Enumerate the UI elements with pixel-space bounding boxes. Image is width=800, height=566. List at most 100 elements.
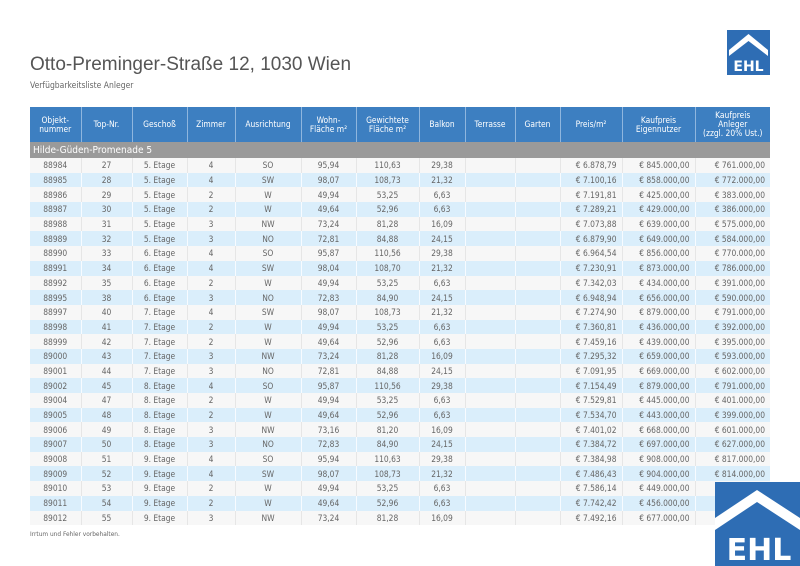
cell-preis-m2: € 7.459,16 [559,334,622,349]
cell-objekt-nummer: 88992 [30,275,81,291]
cell-geschoss: 6. Etage [131,290,187,305]
cell-top-nr: 54 [80,495,132,511]
cell-gewichtete-flaeche: 108,73 [355,466,419,482]
cell-objekt-nummer: 88999 [30,334,81,349]
cell-balkon: 16,09 [418,422,465,438]
table-row: 88999 42 7. Etage 2 W 49,64 52,96 6,63 € 7.459,1… [30,334,770,349]
cell-geschoss: 8. Etage [131,393,187,408]
cell-garten [514,187,560,203]
cell-kaufpreis-eigennutzer: € 436.000,00 [621,319,695,335]
cell-kaufpreis-eigennutzer: € 873.000,00 [621,260,695,276]
cell-gewichtete-flaeche: 108,73 [355,172,419,188]
table-row: 88989 32 5. Etage 3 NO 72,81 84,88 24,15 € 6.879… [30,231,770,247]
cell-zimmer: 2 [186,334,235,349]
cell-balkon: 29,38 [418,378,465,393]
cell-objekt-nummer: 88989 [30,231,81,247]
cell-garten [514,158,560,173]
cell-garten [514,378,560,393]
cell-geschoss: 7. Etage [131,319,187,335]
cell-zimmer: 3 [186,290,235,305]
cell-gewichtete-flaeche: 84,88 [355,231,419,247]
column-header: Top-Nr. [80,107,132,142]
cell-wohnflaeche: 95,87 [300,378,356,393]
cell-terrasse [464,393,515,408]
cell-ausrichtung: SO [234,246,301,261]
cell-terrasse [464,172,515,188]
cell-objekt-nummer: 88986 [30,187,81,203]
cell-kaufpreis-eigennutzer: € 697.000,00 [621,437,695,452]
cell-terrasse [464,510,515,526]
table-row: 89009 52 9. Etage 4 SW 98,07 108,73 21,32 € 7.48… [30,466,770,482]
cell-kaufpreis-anleger: € 395.000,00 [694,334,770,349]
column-header: Terrasse [464,107,515,142]
cell-kaufpreis-anleger: € 627.000,00 [694,437,770,452]
cell-wohnflaeche: 49,64 [300,495,356,511]
cell-geschoss: 8. Etage [131,437,187,452]
cell-wohnflaeche: 49,94 [300,275,356,291]
column-header: Wohn- Fläche m² [300,107,356,142]
cell-objekt-nummer: 88997 [30,304,81,320]
cell-balkon: 16,09 [418,348,465,364]
cell-balkon: 6,63 [418,202,465,217]
cell-top-nr: 41 [80,319,132,335]
cell-balkon: 24,15 [418,290,465,305]
cell-balkon: 6,63 [418,275,465,291]
cell-terrasse [464,260,515,276]
cell-gewichtete-flaeche: 53,25 [355,187,419,203]
cell-gewichtete-flaeche: 108,70 [355,260,419,276]
cell-ausrichtung: NW [234,510,301,526]
cell-kaufpreis-anleger: € 401.000,00 [694,393,770,408]
cell-terrasse [464,187,515,203]
cell-gewichtete-flaeche: 53,25 [355,275,419,291]
cell-top-nr: 34 [80,260,132,276]
cell-preis-m2: € 7.534,70 [559,407,622,423]
column-header: Kaufpreis Eigennutzer [621,107,695,142]
cell-objekt-nummer: 89002 [30,378,81,393]
cell-garten [514,260,560,276]
cell-kaufpreis-anleger: € 772.000,00 [694,172,770,188]
cell-garten [514,290,560,305]
cell-ausrichtung: NO [234,437,301,452]
cell-terrasse [464,216,515,232]
column-header: Kaufpreis Anleger (zzgl. 20% Ust.) [694,107,770,142]
cell-gewichtete-flaeche: 110,56 [355,378,419,393]
cell-balkon: 16,09 [418,510,465,526]
cell-gewichtete-flaeche: 110,63 [355,451,419,467]
cell-garten [514,393,560,408]
cell-terrasse [464,422,515,438]
cell-wohnflaeche: 98,04 [300,260,356,276]
cell-kaufpreis-eigennutzer: € 668.000,00 [621,422,695,438]
cell-ausrichtung: NW [234,216,301,232]
cell-kaufpreis-anleger: € 399.000,00 [694,407,770,423]
cell-top-nr: 33 [80,246,132,261]
cell-kaufpreis-anleger: € 391.000,00 [694,275,770,291]
cell-kaufpreis-eigennutzer: € 858.000,00 [621,172,695,188]
cell-kaufpreis-anleger: € 791.000,00 [694,304,770,320]
cell-kaufpreis-eigennutzer: € 677.000,00 [621,510,695,526]
cell-garten [514,466,560,482]
table-row: 89011 54 9. Etage 2 W 49,64 52,96 6,63 € 7.742,4… [30,495,770,511]
table-row: 88984 27 5. Etage 4 SO 95,94 110,63 29,38 € 6.87… [30,158,770,173]
cell-geschoss: 7. Etage [131,348,187,364]
cell-objekt-nummer: 89010 [30,481,81,496]
cell-terrasse [464,246,515,261]
cell-zimmer: 4 [186,304,235,320]
cell-zimmer: 2 [186,407,235,423]
cell-ausrichtung: SW [234,172,301,188]
cell-kaufpreis-eigennutzer: € 456.000,00 [621,495,695,511]
cell-kaufpreis-anleger: € 593.000,00 [694,348,770,364]
cell-geschoss: 9. Etage [131,451,187,467]
cell-ausrichtung: W [234,495,301,511]
table-row: 89010 53 9. Etage 2 W 49,94 53,25 6,63 € 7.586,1… [30,481,770,496]
cell-geschoss: 8. Etage [131,407,187,423]
cell-balkon: 29,38 [418,246,465,261]
cell-kaufpreis-anleger: € 590.000,00 [694,290,770,305]
cell-gewichtete-flaeche: 81,28 [355,348,419,364]
cell-ausrichtung: W [234,393,301,408]
cell-gewichtete-flaeche: 81,28 [355,510,419,526]
cell-wohnflaeche: 72,83 [300,290,356,305]
cell-objekt-nummer: 89000 [30,348,81,364]
cell-top-nr: 28 [80,172,132,188]
cell-gewichtete-flaeche: 52,96 [355,334,419,349]
page-title: Otto-Preminger-Straße 12, 1030 Wien [30,54,352,75]
